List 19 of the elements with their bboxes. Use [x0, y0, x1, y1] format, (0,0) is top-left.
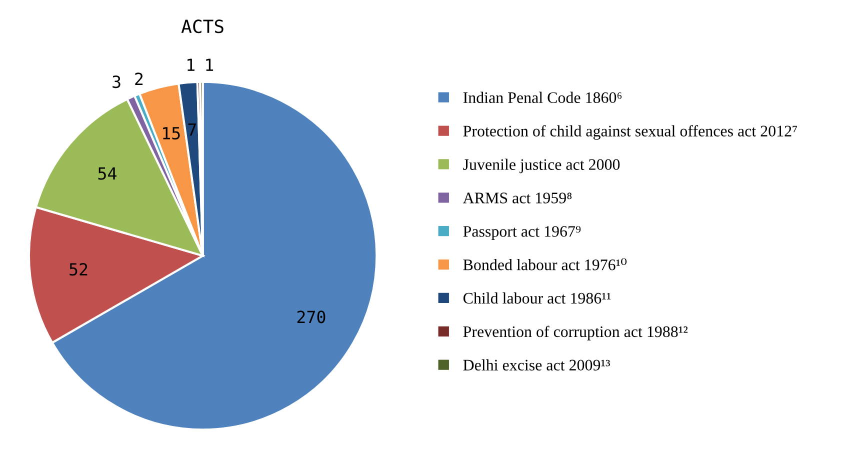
data-label: 2 [135, 72, 143, 85]
legend-label: Protection of child against sexual offences act 2012⁷ [463, 125, 797, 140]
legend-label: Child labour act 1986¹¹ [463, 292, 611, 304]
data-label: 1 [206, 58, 214, 71]
legend-label: Prevention of corruption act 1988¹² [463, 326, 688, 340]
data-label: 3 [112, 75, 120, 88]
chart-title: ACTS [181, 20, 224, 34]
legend-label: Juvenile justice act 2000 [463, 158, 620, 174]
data-label: 52 [70, 263, 88, 276]
data-label: 54 [98, 167, 116, 180]
data-label: 270 [297, 310, 326, 324]
data-label: 7 [188, 124, 196, 136]
legend-label: Delhi excise act 2009¹³ [463, 359, 610, 371]
legend-label: ARMS act 1959⁸ [462, 192, 572, 204]
data-label: 1 [188, 58, 194, 71]
data-label: 15 [163, 127, 180, 140]
legend-label: Passport act 1967⁹ [463, 226, 581, 240]
legend-label: Indian Penal Code 1860⁶ [463, 92, 622, 104]
legend-label: Bonded labour act 1976¹⁰ [463, 258, 627, 270]
